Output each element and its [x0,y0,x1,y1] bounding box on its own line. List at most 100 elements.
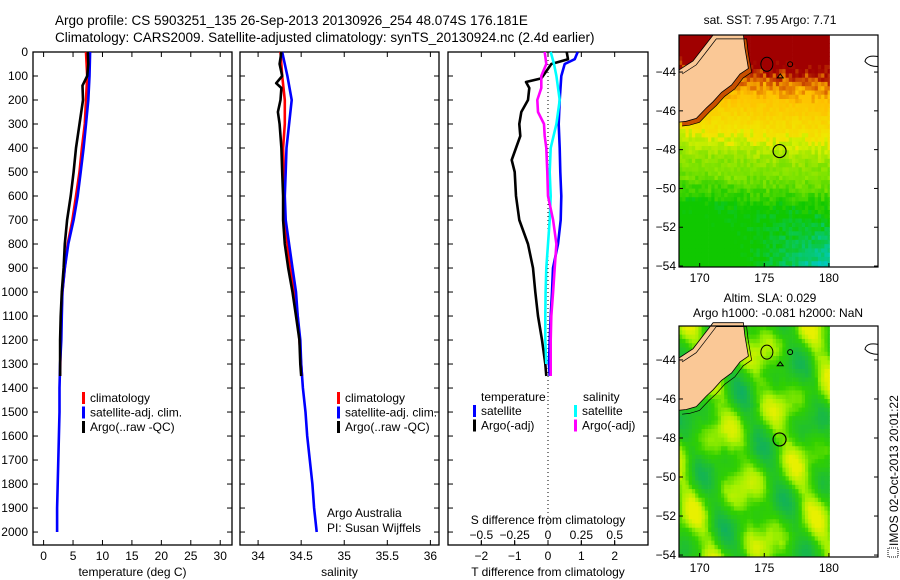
map-cell [769,514,774,520]
map-cell [691,128,696,134]
map-cell [740,480,744,486]
map-cell [808,116,812,121]
map-cell [730,227,735,232]
map-cell [775,150,780,155]
map-cell [717,158,722,164]
map-cell [814,163,819,168]
map-cell [750,420,754,426]
map-cell [756,540,761,546]
map-cell [798,244,803,249]
map-cell [740,527,744,533]
map-cell [724,433,728,438]
map-cell [685,330,690,335]
map-cell [750,330,754,335]
map-cell [746,394,751,400]
map-cell [727,94,732,100]
map-cell [743,239,748,245]
map-cell [721,527,725,533]
map-cell [763,373,767,378]
map-cell [746,420,751,426]
map-cell [746,360,751,365]
map-cell [730,532,735,537]
map-cell [792,35,796,40]
map-cell [792,158,796,164]
map-cell [688,218,693,224]
map-cell [795,549,799,554]
map-cell [727,489,732,494]
map-cell [814,239,819,245]
map-cell [727,192,732,198]
map-cell [698,171,702,177]
map-cell [730,188,735,194]
map-cell [795,86,799,91]
map-cell [769,544,774,550]
map-cell [704,450,709,456]
map-cell [727,265,732,268]
map-cell [695,184,699,190]
map-cell [785,420,790,426]
map-cell [785,158,790,164]
map-cell [704,523,709,529]
map-cell [737,146,741,151]
map-cell [775,441,780,447]
map-cell [730,429,735,434]
map-cell [795,256,799,262]
map-cell [759,532,764,537]
map-cell [679,338,683,344]
map-cell [698,158,702,164]
map-cell [698,239,702,245]
map-cell [775,386,780,391]
map-cell [775,368,780,374]
map-cell [779,39,783,44]
map-cell [740,437,744,443]
map-cell [769,368,774,374]
map-cell [688,424,693,430]
map-cell [733,188,738,194]
map-cell [750,239,754,245]
map-cell [730,146,735,151]
map-cell [750,90,754,96]
map-cell [779,480,783,486]
map-cell [743,360,748,365]
map-cell [763,399,767,404]
map-cell [756,463,761,469]
map-cell [691,519,696,524]
map-cell [727,441,732,447]
map-cell [743,163,748,168]
map-cell [766,154,770,160]
map-cell [756,184,761,190]
map-cell [679,120,683,126]
map-cell [746,167,751,172]
map-cell [785,343,790,348]
map-cell [821,235,825,241]
map-cell [798,476,803,481]
map-cell [792,471,796,477]
map-cell [733,158,738,164]
map-cell [701,150,706,155]
map-cell [746,510,751,516]
map-cell [788,90,793,96]
map-cell [679,52,683,57]
map-cell [795,441,799,447]
map-cell [808,124,812,130]
map-cell [714,450,719,456]
map-cell [698,463,702,469]
map-cell [792,532,796,537]
map-cell [772,111,777,117]
map-cell [730,416,735,421]
map-cell [766,390,770,396]
map-cell [740,124,744,130]
map-cell [721,210,725,215]
map-cell [708,493,712,499]
map-cell [688,471,693,477]
map-cell [817,73,822,79]
map-cell [743,256,748,262]
map-cell [795,459,799,464]
map-cell [827,188,830,194]
map-cell [753,502,757,507]
map-cell [704,137,709,143]
map-cell [792,394,796,400]
map-cell [759,411,764,417]
map-cell [805,239,809,245]
map-cell [782,64,786,70]
